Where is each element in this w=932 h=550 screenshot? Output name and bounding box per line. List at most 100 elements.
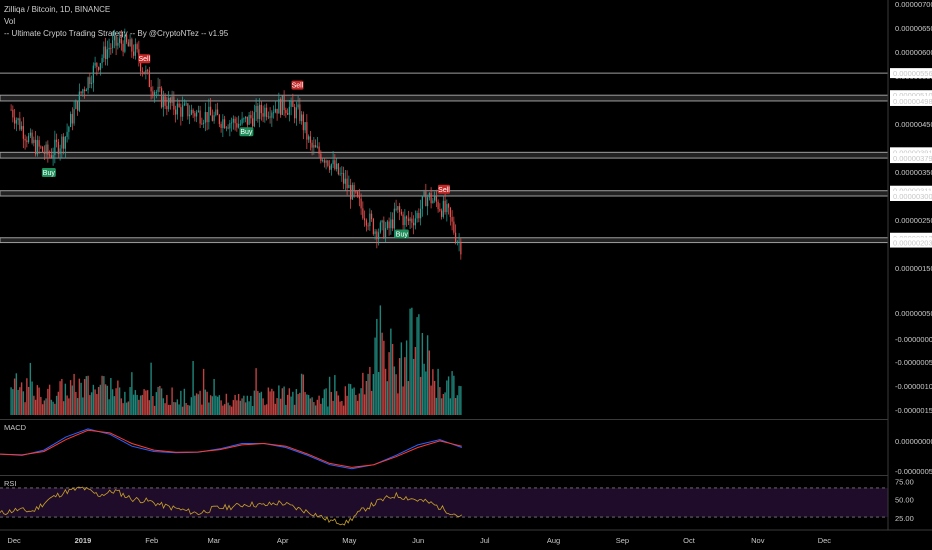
time-axis: Dec 2019 Feb Mar Apr May Jun Jul Aug Sep Oct Nov Dec [0, 530, 932, 545]
candle [371, 214, 372, 219]
time-tick-label: Dec [818, 536, 832, 545]
volume-bar [334, 375, 335, 415]
volume-bar [262, 398, 263, 415]
rsi-tick-label: 75.00 [895, 477, 914, 486]
volume-bar [409, 309, 410, 415]
candle [313, 145, 314, 148]
candle [459, 242, 460, 243]
volume-bar [75, 392, 76, 415]
volume-bar [299, 393, 300, 415]
volume-bar [135, 390, 136, 415]
volume-bar [170, 405, 171, 415]
volume-bar [122, 403, 123, 415]
volume-bar [304, 392, 305, 415]
volume-bar [406, 340, 407, 415]
volume-bar [444, 392, 445, 415]
volume-bar [460, 386, 461, 415]
candle [420, 209, 421, 218]
volume-bar [402, 386, 403, 415]
volume-bar [339, 402, 340, 415]
candle [355, 192, 356, 193]
volume-bar [306, 394, 307, 415]
volume-bar [136, 395, 137, 415]
candle [415, 218, 416, 225]
candle [91, 83, 92, 84]
volume-bar [313, 402, 314, 415]
candle [306, 122, 307, 139]
volume-bar [366, 381, 367, 415]
candle [291, 100, 292, 106]
candle [212, 115, 213, 120]
candle [256, 106, 257, 112]
candle [366, 220, 367, 225]
candle [30, 133, 31, 136]
volume-bar [423, 364, 424, 415]
candle [347, 179, 348, 189]
candle [282, 96, 283, 115]
volume-bar [35, 400, 36, 415]
candle [378, 232, 379, 239]
candle [107, 49, 108, 59]
candle [53, 155, 54, 158]
candle [121, 38, 122, 43]
volume-bar [215, 396, 216, 415]
candle [383, 221, 384, 238]
candle [103, 47, 104, 58]
volume-bar [378, 372, 379, 415]
candle [392, 219, 393, 228]
candle [112, 40, 113, 48]
candle [410, 219, 411, 221]
volume-bar [86, 376, 87, 415]
volume-bar [66, 395, 67, 415]
candle [298, 104, 299, 107]
volume-bar [184, 389, 185, 415]
volume-bar [296, 389, 297, 415]
volume-bar [110, 378, 111, 415]
volume-bar [222, 406, 223, 415]
level-tag-label: 0.00000498 [893, 97, 932, 106]
candle [329, 166, 330, 170]
volume-bar [154, 406, 155, 415]
volume-bar [446, 380, 447, 415]
candle [340, 174, 341, 175]
candle [362, 208, 363, 218]
volume-bar [96, 394, 97, 415]
volume-bar [30, 363, 31, 415]
candle [375, 231, 376, 234]
candle [184, 104, 185, 106]
volume-bar [100, 385, 101, 415]
rsi-band [0, 488, 888, 517]
candle [350, 185, 351, 199]
volume-bar [264, 405, 265, 415]
volume-bar [245, 402, 246, 415]
volume-bar [273, 391, 274, 415]
volume-bar [338, 395, 339, 415]
candle [23, 126, 24, 139]
volume-bar [352, 389, 353, 415]
volume-bar [311, 397, 312, 415]
candle [322, 160, 323, 161]
candle [117, 43, 118, 46]
volume-bar [24, 402, 25, 415]
price-axis: 0.000007000.000006500.000006000.00000550… [888, 0, 932, 530]
volume-bar [77, 398, 78, 415]
volume-bar [240, 401, 241, 415]
volume-bar [198, 394, 199, 415]
volume-bar [269, 391, 270, 415]
time-tick-label: Mar [207, 536, 220, 545]
candle [196, 112, 197, 117]
candle [257, 106, 258, 119]
time-tick-label: 2019 [75, 536, 92, 545]
candle [26, 140, 27, 142]
candle [273, 112, 274, 113]
candle [193, 110, 194, 113]
volume-bar [93, 385, 94, 415]
candle [12, 110, 13, 118]
volume-bar [229, 405, 230, 415]
candle [137, 44, 138, 49]
volume-bar [355, 395, 356, 415]
volume-bar [458, 386, 459, 415]
candle [147, 70, 148, 71]
candle [399, 206, 400, 212]
